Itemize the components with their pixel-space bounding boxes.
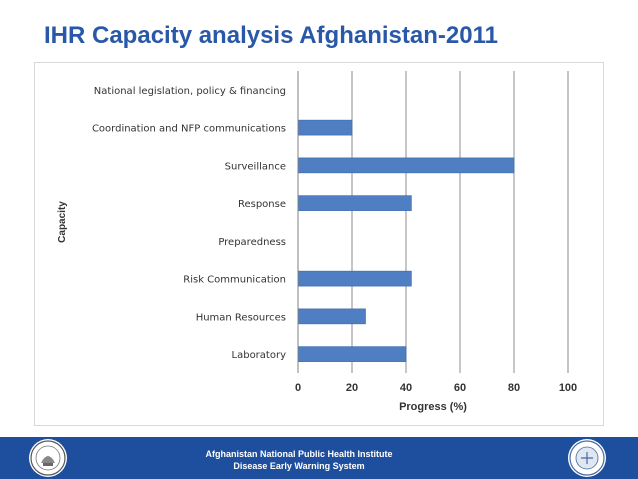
chart-frame: National legislation, policy & financing… <box>34 62 604 426</box>
bar <box>297 157 515 174</box>
x-tick-label: 100 <box>559 382 577 394</box>
category-label: Laboratory <box>232 350 287 361</box>
category-label: Human Resources <box>196 312 286 323</box>
category-labels: National legislation, policy & financing… <box>92 86 286 361</box>
ministry-seal-icon <box>29 439 67 477</box>
x-axis-label: Progress (%) <box>399 401 467 413</box>
category-label: National legislation, policy & financing <box>94 86 286 97</box>
bar <box>297 270 412 287</box>
footer-bar: Afghanistan National Public Health Insti… <box>0 437 638 479</box>
bar <box>297 195 412 211</box>
bars <box>297 119 515 362</box>
x-tick-label: 40 <box>400 382 412 394</box>
gridlines <box>351 71 569 373</box>
institute-emblem-icon <box>568 439 606 477</box>
x-tick-label: 80 <box>508 382 520 394</box>
category-label: Preparedness <box>218 237 286 248</box>
slide-title: IHR Capacity analysis Afghanistan-2011 <box>44 22 498 49</box>
x-tick-label: 0 <box>295 382 301 394</box>
bar <box>297 119 353 136</box>
category-label: Coordination and NFP communications <box>92 124 286 135</box>
category-label: Response <box>238 199 286 210</box>
y-axis-label: Capacity <box>57 201 68 243</box>
bar <box>297 308 366 325</box>
x-tick-label: 20 <box>346 382 358 394</box>
category-label: Surveillance <box>225 161 286 172</box>
category-label: Risk Communication <box>183 275 286 286</box>
ihr-capacity-bar-chart: National legislation, policy & financing… <box>57 71 577 413</box>
footer-institute-name: Afghanistan National Public Health Insti… <box>205 449 393 459</box>
bar <box>297 346 407 362</box>
footer-system-name: Disease Early Warning System <box>233 461 365 471</box>
x-tick-label: 60 <box>454 382 466 394</box>
x-tick-labels: 0 20 40 60 80 100 <box>295 382 577 394</box>
